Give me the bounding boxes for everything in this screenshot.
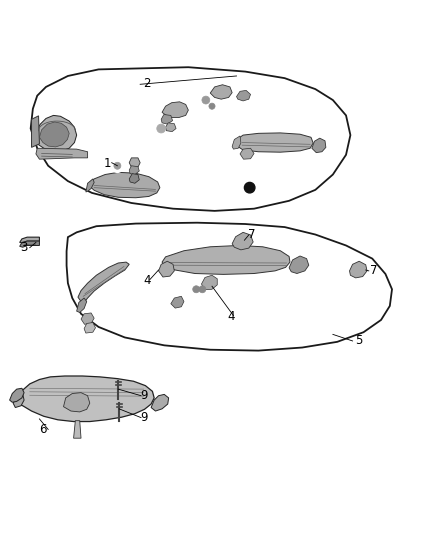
Polygon shape (31, 67, 350, 211)
Polygon shape (129, 174, 139, 183)
Polygon shape (86, 179, 94, 192)
Polygon shape (237, 91, 251, 101)
Polygon shape (10, 388, 24, 402)
Text: 1: 1 (103, 157, 111, 170)
Polygon shape (201, 275, 217, 290)
Polygon shape (159, 261, 174, 277)
Polygon shape (151, 394, 169, 411)
Polygon shape (81, 313, 94, 324)
Polygon shape (32, 116, 39, 147)
Circle shape (202, 96, 210, 104)
Polygon shape (232, 232, 253, 250)
Polygon shape (74, 421, 81, 438)
Text: 7: 7 (248, 229, 256, 241)
Polygon shape (36, 148, 88, 159)
Polygon shape (162, 102, 188, 118)
Polygon shape (78, 262, 129, 304)
Text: 9: 9 (140, 411, 148, 424)
Circle shape (114, 162, 121, 169)
Polygon shape (20, 241, 39, 247)
Polygon shape (312, 138, 326, 152)
Polygon shape (232, 136, 241, 149)
Polygon shape (67, 223, 392, 351)
Text: 5: 5 (356, 335, 363, 348)
Polygon shape (171, 296, 184, 308)
Polygon shape (166, 123, 176, 132)
Circle shape (157, 124, 166, 133)
Polygon shape (64, 393, 90, 412)
Polygon shape (77, 298, 87, 312)
Polygon shape (34, 115, 77, 151)
Polygon shape (161, 115, 173, 124)
Text: 3: 3 (21, 241, 28, 254)
Polygon shape (39, 122, 69, 147)
Circle shape (199, 286, 206, 293)
Polygon shape (129, 166, 139, 174)
Polygon shape (237, 133, 313, 152)
Polygon shape (90, 172, 160, 198)
Circle shape (209, 103, 215, 109)
Polygon shape (162, 246, 290, 274)
Circle shape (111, 159, 124, 172)
Text: 2: 2 (143, 77, 151, 90)
Polygon shape (210, 85, 232, 99)
Circle shape (244, 182, 255, 193)
Text: 4: 4 (143, 274, 151, 287)
Polygon shape (84, 322, 95, 333)
Polygon shape (13, 394, 24, 408)
Text: 4: 4 (227, 310, 235, 324)
Polygon shape (20, 237, 39, 243)
Polygon shape (240, 148, 254, 159)
Text: 9: 9 (140, 389, 148, 402)
Text: 7: 7 (370, 264, 378, 277)
Polygon shape (350, 261, 367, 278)
Polygon shape (129, 158, 140, 167)
Polygon shape (289, 256, 309, 273)
Text: 6: 6 (39, 423, 47, 436)
Polygon shape (17, 376, 154, 422)
Circle shape (193, 286, 200, 293)
